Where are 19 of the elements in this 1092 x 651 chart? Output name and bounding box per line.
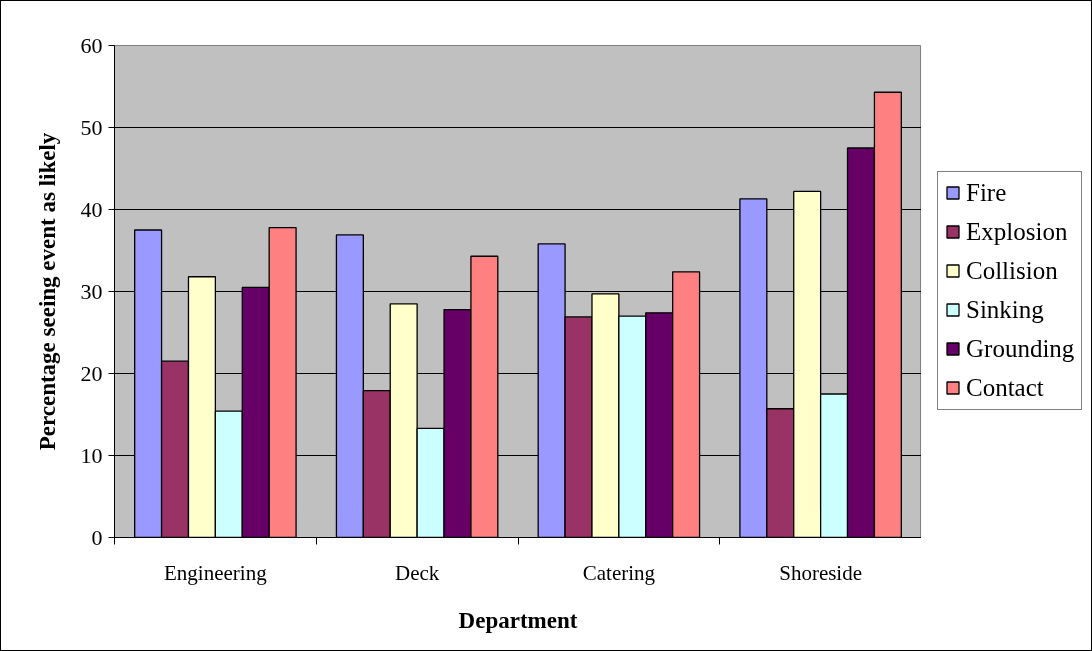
y-tick-label: 40 (80, 196, 103, 222)
y-tick-label: 0 (91, 524, 103, 550)
y-tick-label: 20 (80, 360, 103, 386)
x-tick-label: Engineering (164, 560, 268, 585)
x-tick-label: Deck (394, 560, 440, 585)
y-tick-label: 10 (80, 442, 103, 468)
legend-label: Explosion (966, 217, 1068, 246)
x-tick-label: Catering (582, 560, 656, 585)
legend-label: Sinking (966, 295, 1044, 324)
legend-label: Contact (966, 373, 1044, 402)
legend-label: Fire (966, 178, 1007, 207)
y-tick-label: 30 (80, 278, 103, 304)
legend-label: Collision (966, 256, 1058, 285)
x-tick-label: Shoreside (779, 560, 863, 585)
y-axis-title: Percentage seeing event as likely (34, 132, 60, 451)
y-tick-label: 60 (80, 32, 103, 58)
y-tick-label: 50 (80, 114, 103, 140)
legend-label: Grounding (966, 334, 1075, 363)
x-axis-title: Department (458, 607, 578, 633)
